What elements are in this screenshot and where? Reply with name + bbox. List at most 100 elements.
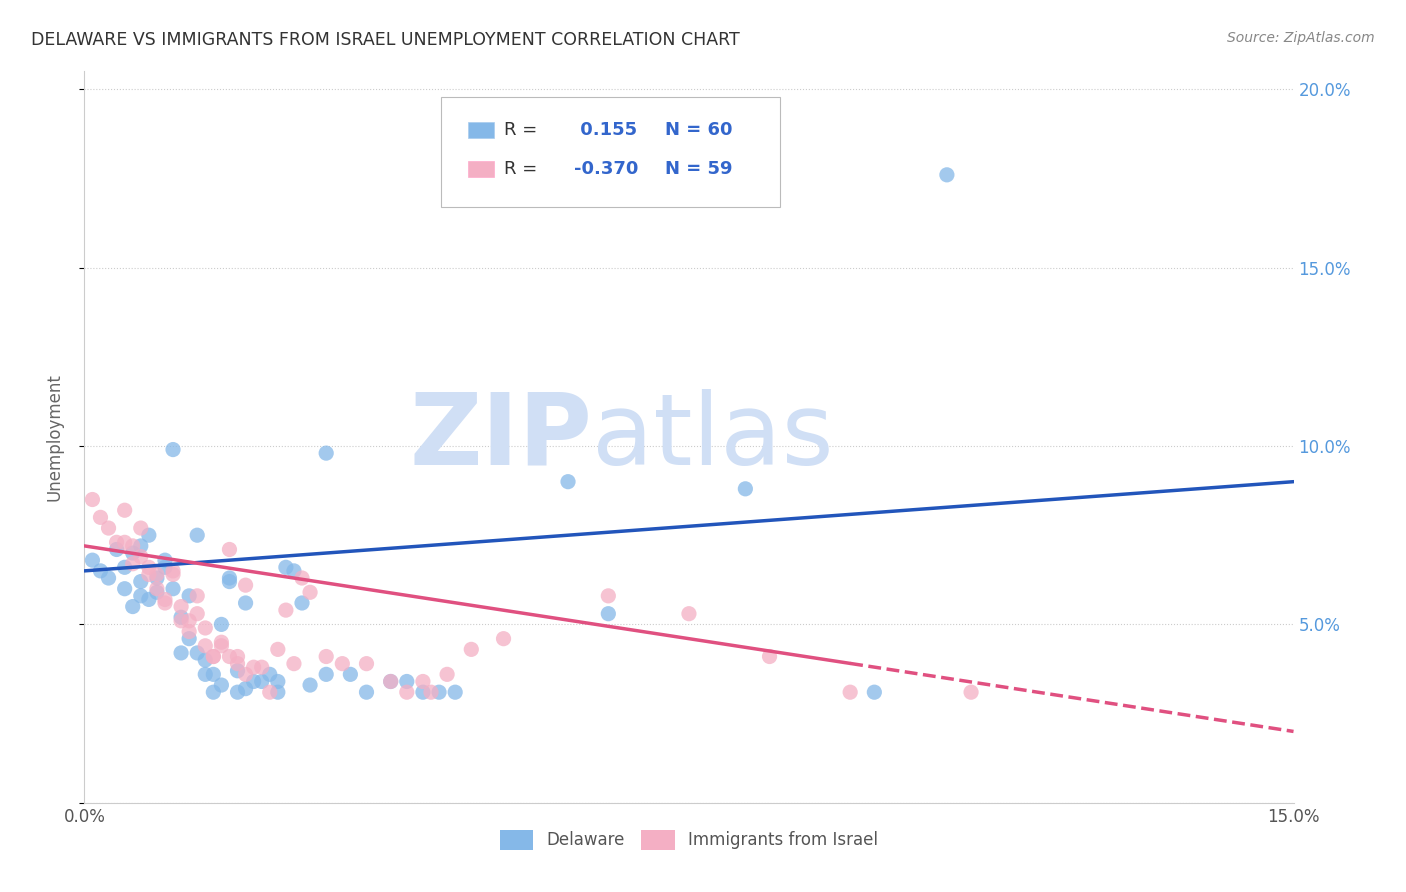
- Point: [138, 528, 160, 542]
- Text: 0.155: 0.155: [574, 121, 637, 139]
- Point: [186, 607, 208, 621]
- Point: [179, 589, 201, 603]
- Point: [114, 582, 136, 596]
- Point: [114, 535, 136, 549]
- Point: [226, 685, 249, 699]
- Point: [226, 649, 249, 664]
- Point: [339, 667, 361, 681]
- Point: [259, 685, 281, 699]
- Point: [598, 607, 620, 621]
- Point: [82, 553, 104, 567]
- Point: [209, 617, 232, 632]
- Point: [202, 649, 225, 664]
- Point: [82, 492, 104, 507]
- Point: [153, 596, 176, 610]
- Point: [267, 642, 290, 657]
- Point: [935, 168, 957, 182]
- Point: [194, 653, 217, 667]
- Point: [235, 596, 257, 610]
- Point: [146, 567, 169, 582]
- Y-axis label: Unemployment: Unemployment: [45, 373, 63, 501]
- Point: [121, 546, 143, 560]
- Point: [267, 674, 290, 689]
- Point: [129, 589, 152, 603]
- Point: [114, 560, 136, 574]
- Point: [678, 607, 700, 621]
- Point: [274, 603, 297, 617]
- Point: [97, 521, 120, 535]
- Point: [250, 660, 273, 674]
- Point: [194, 621, 217, 635]
- Point: [460, 642, 482, 657]
- Text: R =: R =: [503, 121, 537, 139]
- Point: [395, 685, 418, 699]
- Point: [129, 521, 152, 535]
- Point: [146, 582, 169, 596]
- Point: [202, 685, 225, 699]
- Point: [129, 539, 152, 553]
- Point: [202, 649, 225, 664]
- Point: [235, 667, 257, 681]
- Point: [218, 542, 240, 557]
- Point: [138, 567, 160, 582]
- Point: [194, 639, 217, 653]
- Point: [250, 674, 273, 689]
- Point: [380, 674, 402, 689]
- Point: [235, 681, 257, 696]
- Point: [412, 674, 434, 689]
- Text: Source: ZipAtlas.com: Source: ZipAtlas.com: [1227, 31, 1375, 45]
- Point: [89, 510, 111, 524]
- Point: [170, 610, 193, 624]
- Point: [138, 592, 160, 607]
- Text: DELAWARE VS IMMIGRANTS FROM ISRAEL UNEMPLOYMENT CORRELATION CHART: DELAWARE VS IMMIGRANTS FROM ISRAEL UNEMP…: [31, 31, 740, 49]
- Point: [186, 589, 208, 603]
- Point: [242, 674, 264, 689]
- Point: [235, 578, 257, 592]
- Point: [356, 685, 378, 699]
- Text: atlas: atlas: [592, 389, 834, 485]
- Text: -0.370: -0.370: [574, 160, 638, 178]
- Point: [209, 635, 232, 649]
- Point: [179, 624, 201, 639]
- Point: [179, 632, 201, 646]
- Point: [153, 553, 176, 567]
- Point: [557, 475, 579, 489]
- Point: [209, 678, 232, 692]
- Point: [105, 542, 128, 557]
- Point: [162, 442, 184, 457]
- Legend: Delaware, Immigrants from Israel: Delaware, Immigrants from Israel: [494, 823, 884, 856]
- Point: [395, 674, 418, 689]
- Text: N = 60: N = 60: [665, 121, 733, 139]
- Point: [960, 685, 983, 699]
- Point: [121, 539, 143, 553]
- Point: [283, 657, 305, 671]
- Point: [436, 667, 458, 681]
- Point: [839, 685, 862, 699]
- Point: [380, 674, 402, 689]
- Point: [153, 592, 176, 607]
- Point: [194, 667, 217, 681]
- Point: [146, 571, 169, 585]
- Point: [218, 574, 240, 589]
- Point: [492, 632, 515, 646]
- Point: [299, 678, 322, 692]
- Text: N = 59: N = 59: [665, 160, 733, 178]
- Point: [138, 560, 160, 574]
- Point: [444, 685, 467, 699]
- FancyBboxPatch shape: [441, 97, 780, 207]
- Point: [330, 657, 353, 671]
- Point: [299, 585, 322, 599]
- Point: [274, 560, 297, 574]
- Point: [427, 685, 450, 699]
- Point: [162, 567, 184, 582]
- Point: [162, 564, 184, 578]
- Point: [162, 582, 184, 596]
- Point: [129, 549, 152, 564]
- Point: [114, 503, 136, 517]
- Point: [267, 685, 290, 699]
- Point: [315, 446, 337, 460]
- Point: [89, 564, 111, 578]
- Point: [129, 574, 152, 589]
- Point: [598, 589, 620, 603]
- Point: [242, 660, 264, 674]
